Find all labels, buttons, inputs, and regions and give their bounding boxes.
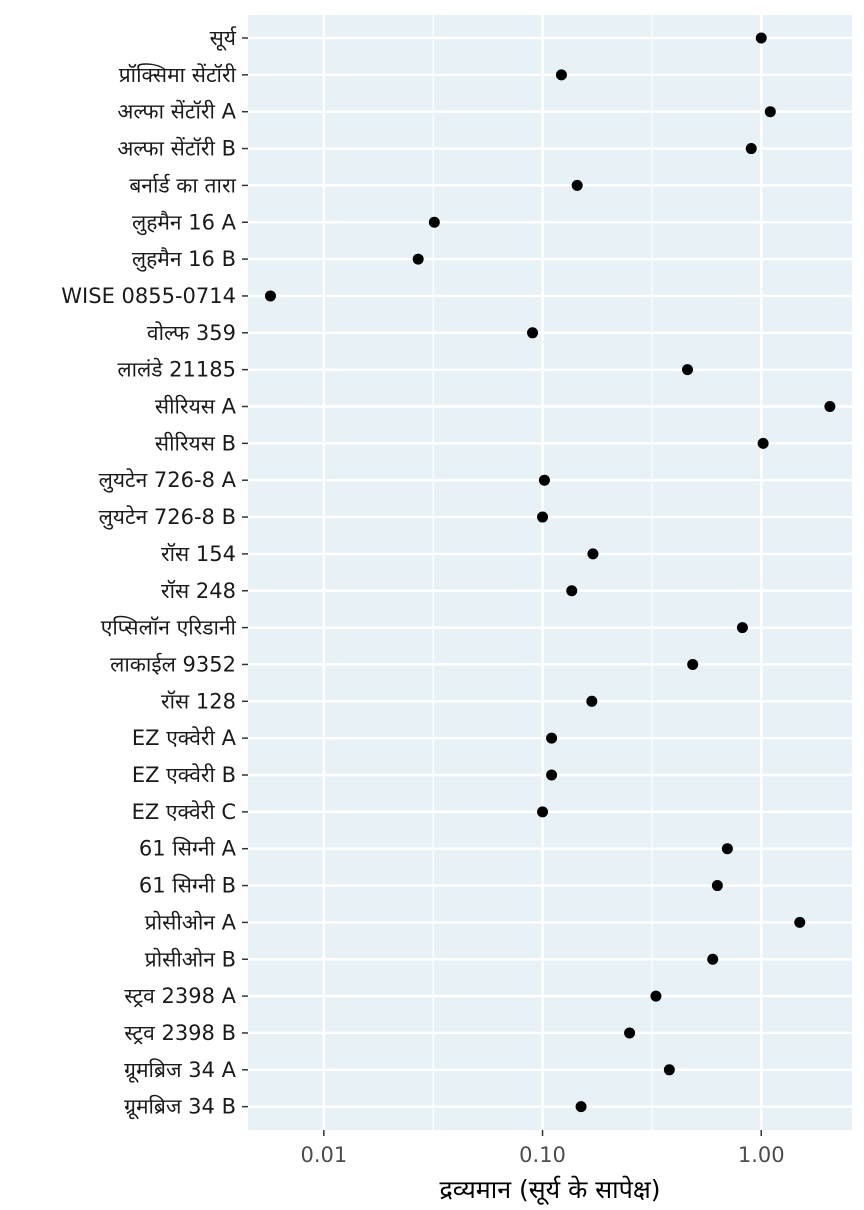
data-point [663,1064,675,1076]
plot-panel [248,15,852,1130]
data-point [555,69,567,81]
data-point [745,143,757,155]
data-point [707,953,719,965]
y-tick-label: 61 सिग्नी B [139,874,236,898]
data-point [264,290,276,302]
data-point [736,622,748,634]
y-tick-label: स्ट्रव 2398 B [124,1021,236,1045]
data-point [711,880,723,892]
y-tick-label: EZ एक्वेरी B [132,763,236,787]
data-point [538,474,550,486]
y-tick-label: वोल्फ 359 [147,321,236,345]
data-point [537,806,549,818]
y-tick-label: 61 सिग्नी A [139,837,237,861]
data-point [566,585,578,597]
x-tick-label: 0.10 [519,1143,566,1167]
y-tick-label: लाकाईल 9352 [110,652,236,676]
data-point [721,843,733,855]
y-tick-label: EZ एक्वेरी A [132,726,237,750]
data-points [264,32,836,1113]
data-point [412,253,424,265]
y-tick-label: प्रोसीओन B [145,947,236,971]
x-axis-ticks: 0.01 0.10 1.00 [300,1130,785,1167]
data-point [537,511,549,523]
data-point [794,916,806,928]
data-point [624,1027,636,1039]
data-point [650,990,662,1002]
y-tick-label: अल्फा सेंटॉरी B [117,137,236,161]
data-point [757,437,769,449]
data-point [586,695,598,707]
x-tick-label: 1.00 [738,1143,785,1167]
grid-lines [248,15,852,1130]
data-point [546,732,558,744]
y-axis-ticks: सूर्य प्रॉक्सिमा सेंटॉरी अल्फा सेंटॉरी A अल… [61,26,248,1120]
y-tick-label: लुयटेन 726-8 A [99,468,237,493]
y-tick-label: प्रॉक्सिमा सेंटॉरी [119,63,237,87]
data-point [824,401,836,412]
x-tick-label: 0.01 [300,1143,347,1167]
y-tick-label: रॉस 128 [161,689,236,713]
y-tick-label: ग्रूमब्रिज 34 A [124,1058,236,1083]
data-point [575,1101,587,1113]
data-point [687,658,699,670]
y-tick-label: अल्फा सेंटॉरी A [117,100,236,124]
y-tick-label: सूर्य [210,26,237,51]
y-tick-label: एप्सिलॉन एरिडानी [101,616,237,640]
y-tick-label: लुहमैन 16 A [132,210,237,235]
x-axis-title: द्रव्यमान (सूर्य के सापेक्ष) [439,1175,660,1205]
y-tick-label: रॉस 154 [161,542,236,566]
data-point [428,216,440,228]
data-point [681,364,693,376]
data-point [764,106,776,118]
y-tick-label: प्रोसीओन A [145,910,237,934]
data-point [546,769,558,781]
y-tick-label: रॉस 248 [161,579,236,603]
y-tick-label: लालंडे 21185 [117,358,236,382]
data-point [587,548,599,560]
y-tick-label: ग्रूमब्रिज 34 B [124,1095,236,1120]
y-tick-label: EZ एक्वेरी C [132,800,236,824]
y-tick-label: सीरियस A [155,395,237,419]
y-tick-label: बर्नार्ड का तारा [129,173,236,197]
data-point [571,179,583,191]
data-point [527,327,539,339]
y-tick-label: लुयटेन 726-8 B [99,505,236,530]
y-tick-label: स्ट्रव 2398 A [124,984,236,1008]
y-tick-label: WISE 0855-0714 [61,284,236,308]
data-point [755,32,767,44]
y-tick-label: सीरियस B [155,431,236,455]
y-tick-label: लुहमैन 16 B [132,247,236,272]
